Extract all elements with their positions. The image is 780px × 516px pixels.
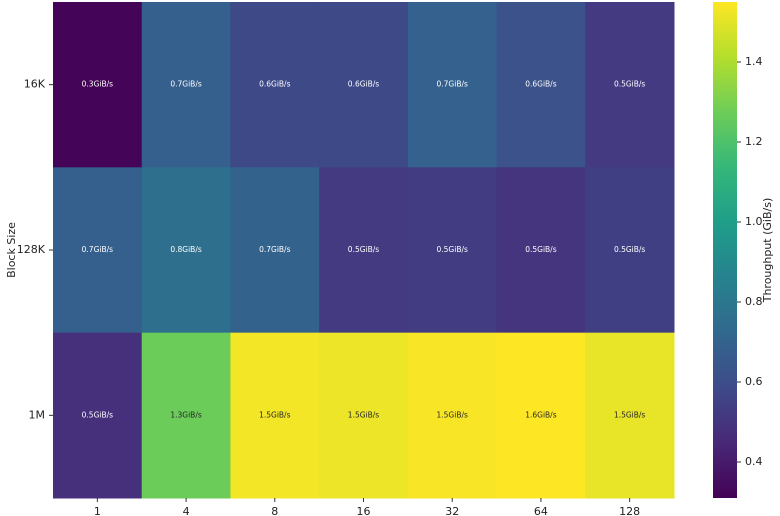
y-axis-label: Block Size bbox=[5, 222, 18, 278]
heatmap-cell bbox=[141, 332, 231, 499]
colorbar-tick-label: 0.6 bbox=[745, 375, 763, 388]
colorbar-tick-label: 1.2 bbox=[745, 135, 763, 148]
colorbar-tick-label: 1.0 bbox=[745, 215, 763, 228]
x-tick-label: 128 bbox=[619, 505, 640, 516]
y-tick-label: 1M bbox=[29, 408, 46, 421]
y-tick-label: 128K bbox=[17, 243, 46, 256]
heatmap-cell bbox=[496, 332, 586, 499]
cell-label: 0.5GiB/s bbox=[614, 80, 645, 89]
x-tick-label: 8 bbox=[271, 505, 278, 516]
heatmap-cell bbox=[319, 332, 409, 499]
x-tick-label: 32 bbox=[445, 505, 459, 516]
cell-label: 1.5GiB/s bbox=[259, 410, 290, 419]
heatmap-cell bbox=[585, 2, 675, 168]
cell-label: 0.5GiB/s bbox=[348, 245, 379, 254]
heatmap-cell bbox=[319, 2, 409, 168]
cell-label: 0.5GiB/s bbox=[525, 245, 556, 254]
cell-label: 1.5GiB/s bbox=[437, 410, 468, 419]
cell-label: 0.6GiB/s bbox=[259, 80, 290, 89]
colorbar-tick-label: 0.4 bbox=[745, 455, 763, 468]
cell-label: 1.5GiB/s bbox=[614, 410, 645, 419]
heatmap-cell bbox=[230, 167, 320, 334]
cell-label: 0.7GiB/s bbox=[437, 80, 468, 89]
cell-label: 0.6GiB/s bbox=[348, 80, 379, 89]
y-tick-label: 16K bbox=[24, 78, 46, 91]
heatmap-cell bbox=[230, 2, 320, 168]
colorbar bbox=[713, 2, 737, 498]
cell-label: 0.7GiB/s bbox=[259, 245, 290, 254]
colorbar-tick-label: 1.4 bbox=[745, 55, 763, 68]
heatmap-cell bbox=[407, 2, 498, 168]
heatmap-cell bbox=[319, 167, 409, 334]
cell-label: 0.7GiB/s bbox=[170, 80, 201, 89]
cell-label: 0.5GiB/s bbox=[614, 245, 645, 254]
heatmap-cell bbox=[141, 167, 231, 334]
heatmap-cell bbox=[585, 332, 675, 499]
cell-label: 0.8GiB/s bbox=[170, 245, 201, 254]
x-tick-label: 16 bbox=[357, 505, 371, 516]
heatmap-cell bbox=[496, 2, 586, 168]
cell-label: 1.5GiB/s bbox=[348, 410, 379, 419]
heatmap-cell bbox=[53, 332, 143, 499]
cell-label: 0.6GiB/s bbox=[525, 80, 556, 89]
heatmap-cell bbox=[141, 2, 231, 168]
heatmap-cell bbox=[496, 167, 586, 334]
heatmap-cell bbox=[407, 167, 498, 334]
cell-label: 0.5GiB/s bbox=[437, 245, 468, 254]
heatmap-cell bbox=[53, 2, 143, 168]
cell-label: 1.3GiB/s bbox=[170, 410, 201, 419]
heatmap-cell bbox=[585, 167, 675, 334]
x-tick-label: 64 bbox=[534, 505, 548, 516]
heatmap-cell bbox=[53, 167, 143, 334]
heatmap-cell bbox=[230, 332, 320, 499]
colorbar-label: Throughput (GiB/s) bbox=[761, 198, 774, 304]
x-tick-label: 1 bbox=[94, 505, 101, 516]
colorbar-tick-label: 0.8 bbox=[745, 295, 763, 308]
cell-label: 0.7GiB/s bbox=[82, 245, 113, 254]
cell-label: 1.6GiB/s bbox=[525, 410, 556, 419]
heatmap-cell bbox=[407, 332, 498, 499]
cell-label: 0.5GiB/s bbox=[82, 410, 113, 419]
x-tick-label: 4 bbox=[183, 505, 190, 516]
cell-label: 0.3GiB/s bbox=[82, 80, 113, 89]
